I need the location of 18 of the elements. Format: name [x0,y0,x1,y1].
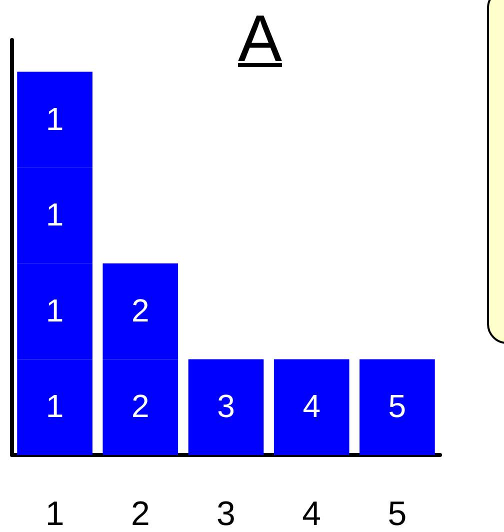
annotation: 1 [46,100,64,137]
chart-title: A [236,0,284,77]
x-tick-label: 2 [130,495,150,532]
bar [188,359,264,455]
annotation: 4 [302,388,320,424]
annotation: 1 [46,292,64,328]
annotation: 1 [46,196,64,233]
annotation: 5 [388,388,406,424]
annotation: 2 [132,292,150,328]
x-tick-label: 1 [45,495,64,532]
annotation: 3 [217,388,235,424]
x-tick-label: 3 [216,495,236,532]
annotation: 2 [132,388,150,424]
bar [360,359,435,455]
x-tick-label: 4 [302,495,322,532]
bar [274,359,350,455]
x-tick-label: 5 [388,495,407,532]
annotation: 1 [46,388,64,424]
